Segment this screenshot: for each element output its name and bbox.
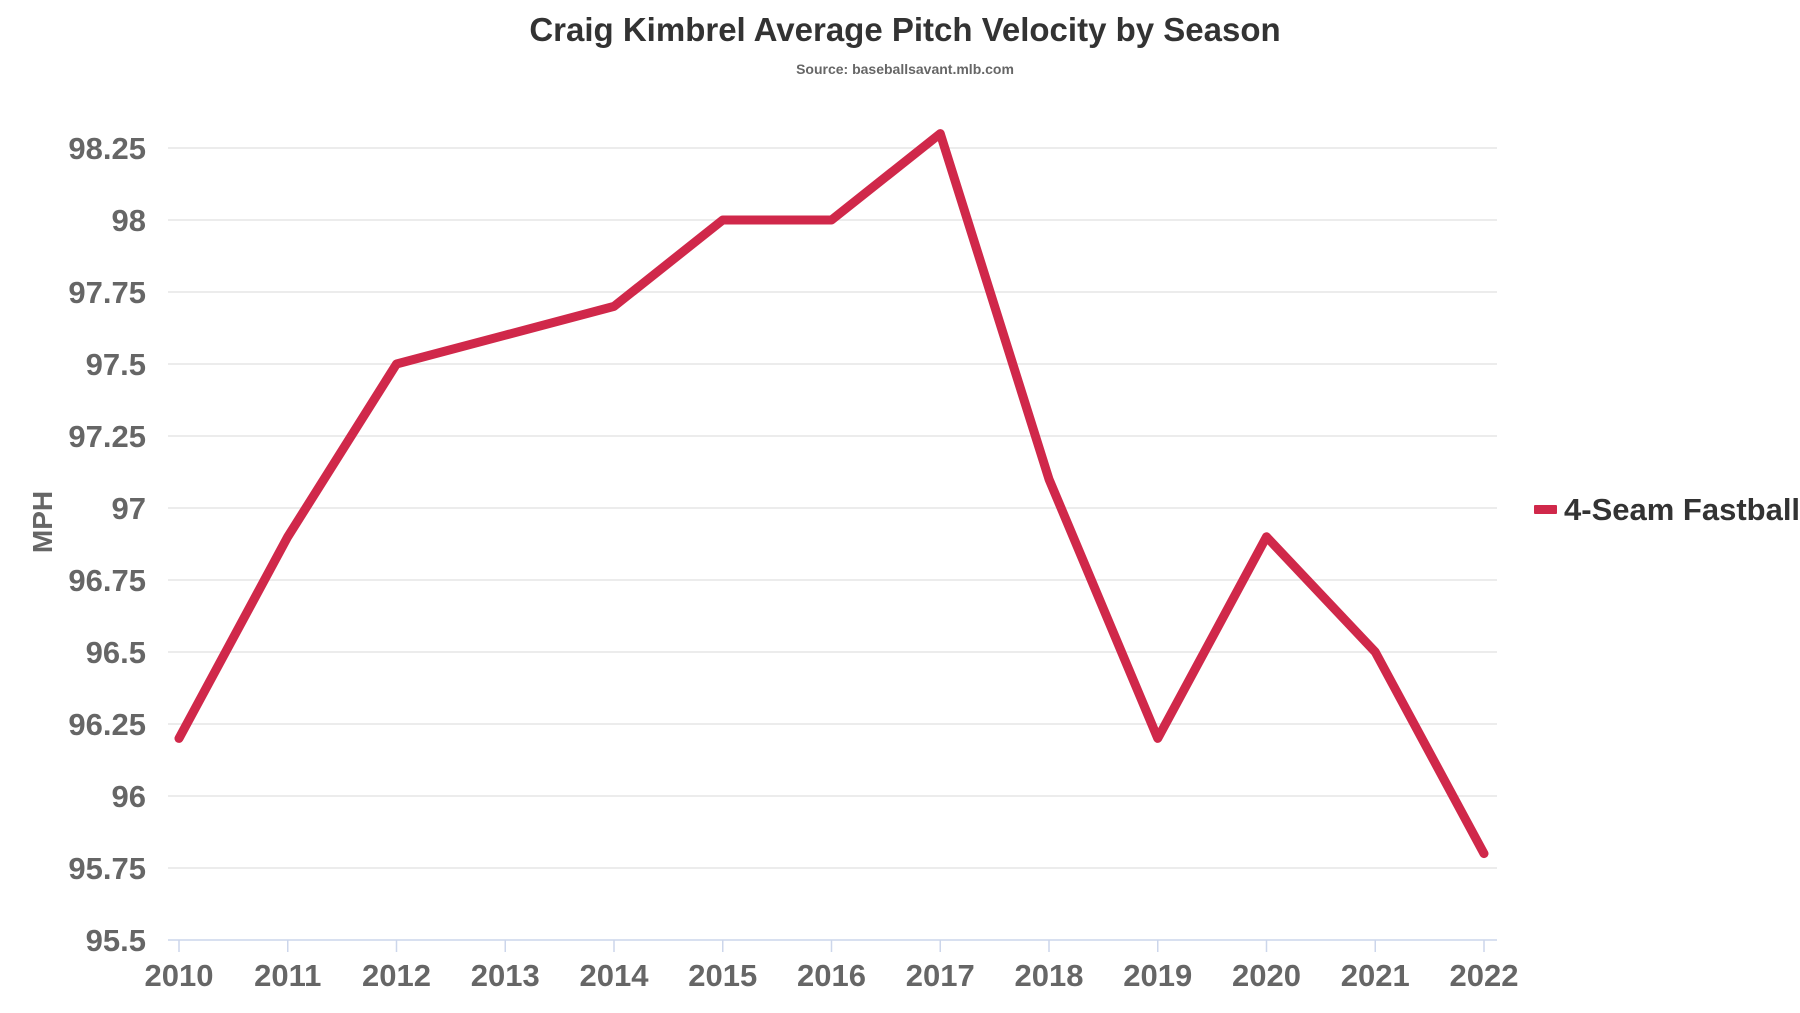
y-tick-label: 95.75 [68,851,146,886]
y-tick-label: 96.75 [68,563,146,598]
y-axis-ticks: 95.5 95.75 96 96.25 96.5 96.75 97 97.25 97.5 97.7… [68,131,146,958]
chart-subtitle: Source: baseballsavant.mlb.com [796,61,1014,77]
x-tick-label: 2017 [906,958,975,993]
x-tick-label: 2012 [362,958,431,993]
y-tick-label: 98.25 [68,131,146,166]
gridlines [168,147,1497,869]
x-tick-label: 2013 [471,958,540,993]
x-tick-label: 2011 [254,958,321,993]
y-axis-label: MPH [27,491,58,553]
y-tick-label: 96.25 [68,707,146,742]
y-tick-label: 96 [112,779,146,814]
x-tick-label: 2022 [1450,958,1519,993]
x-tick-label: 2019 [1123,958,1192,993]
legend[interactable]: 4-Seam Fastball [1534,492,1800,527]
x-tick-label: 2020 [1232,958,1301,993]
chart-title: Craig Kimbrel Average Pitch Velocity by … [529,11,1280,48]
y-tick-label: 98 [112,203,146,238]
series-line-4-seam-fastball[interactable] [174,129,1489,859]
series-layer [174,129,1489,859]
y-tick-label: 97 [112,491,146,526]
y-tick-label: 95.5 [86,923,146,958]
legend-label-4-seam-fastball[interactable]: 4-Seam Fastball [1564,492,1800,527]
y-tick-label: 97.25 [68,419,146,454]
x-tick-label: 2021 [1341,958,1410,993]
y-tick-label: 96.5 [86,635,146,670]
x-tick-label: 2015 [688,958,757,993]
x-axis: 2010 2011 2012 2013 2014 2015 2016 2017 2018 2019… [145,939,1519,993]
x-tick-label: 2014 [580,958,650,993]
x-tick-label: 2018 [1015,958,1084,993]
y-tick-label: 97.5 [86,347,146,382]
legend-swatch-4-seam-fastball [1534,505,1557,514]
x-tick-label: 2010 [145,958,214,993]
y-tick-label: 97.75 [68,275,146,310]
x-tick-label: 2016 [797,958,866,993]
